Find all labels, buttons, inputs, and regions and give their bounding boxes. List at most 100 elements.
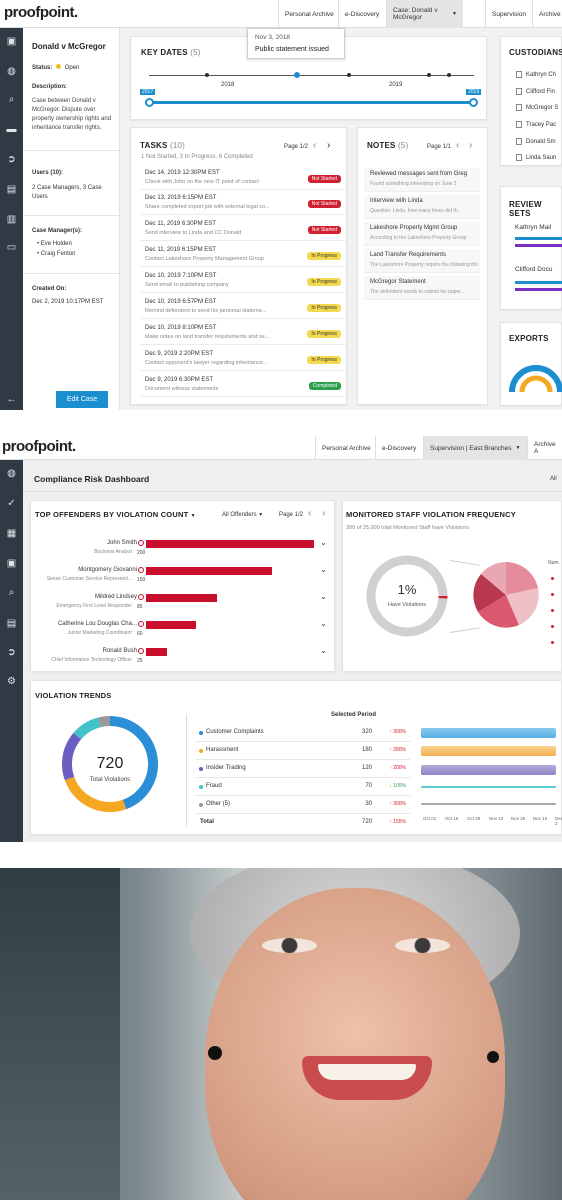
trend-row[interactable]: Fraud 70 ↓ 100% [196, 778, 410, 796]
note-item[interactable]: Lakeshore Property Mgmt Group According t… [364, 222, 480, 246]
globe-icon[interactable]: ◍ [7, 468, 16, 479]
collapse-arrow-icon[interactable]: ← [6, 394, 17, 405]
custodian-item[interactable]: Tracey Pac [516, 121, 556, 128]
clipboard-icon[interactable]: ▤ [6, 618, 17, 629]
timeline-dot[interactable] [447, 73, 451, 77]
range-handle-end[interactable] [469, 98, 478, 107]
offender-name[interactable]: Montgomery Giovanni [78, 567, 137, 573]
note-desc: The defendent needs to submit his paper.… [370, 289, 465, 295]
range-slider-track[interactable] [149, 101, 475, 104]
note-item[interactable]: Reviewed messages sent from Greg Found so… [364, 168, 480, 192]
timeline-dot[interactable] [205, 73, 209, 77]
offender-bar[interactable] [146, 540, 314, 548]
offender-bar[interactable] [146, 621, 196, 629]
note-item[interactable]: Land Transfer Requirements The Lakeshore … [364, 249, 480, 273]
chevron-right-icon[interactable]: › [469, 140, 473, 151]
calendar-icon[interactable]: ▦ [6, 528, 17, 539]
trend-row[interactable]: Insider Trading 120 ↑ 200% [196, 760, 410, 778]
trend-row[interactable]: Customer Complaints 320 ↑ 300% [196, 724, 410, 742]
chevron-down-icon[interactable]: ⌄ [320, 619, 327, 628]
task-row[interactable]: Dec 11, 2019 6:30PM EST Send interview to… [140, 218, 347, 241]
task-row[interactable]: Dec 9, 2019 6:30PM EST Document witness s… [140, 374, 347, 397]
review-set-name[interactable]: Clifford Docu [515, 266, 553, 273]
range-handle-start[interactable] [145, 98, 154, 107]
all-filter[interactable]: All [550, 476, 557, 482]
search-icon[interactable]: ⌕ [8, 587, 15, 598]
export-icon[interactable]: ➲ [7, 154, 16, 165]
timeline-dot[interactable] [347, 73, 351, 77]
check-icon[interactable]: ✓ [7, 498, 16, 509]
offender-name[interactable]: Mildred Lindsey [94, 594, 137, 600]
chevron-left-icon[interactable]: ‹ [456, 140, 460, 151]
tab-supervision[interactable]: Supervision | East Branches ▼ [423, 436, 527, 460]
note-title: Land Transfer Requirements [370, 252, 447, 258]
manager-item: • Eve Holden [37, 241, 72, 247]
task-date: Dec 10, 2019 7:10PM EST [145, 273, 217, 279]
description-label: Description: [32, 84, 68, 90]
manager-name: Craig Fenton [40, 251, 76, 257]
trend-label: Customer Complaints [206, 729, 264, 735]
task-row[interactable]: Dec 11, 2019 6:15PM EST Contact Lakeshore… [140, 244, 347, 267]
tab-archive[interactable]: Archive [532, 0, 562, 28]
chevron-down-icon[interactable]: ⌄ [320, 565, 327, 574]
chevron-right-icon[interactable]: › [327, 140, 331, 151]
task-row[interactable]: Dec 10, 2019 6:57PM EST Remind defendent … [140, 296, 347, 319]
tab-case[interactable]: Case: Donald v McGregor ▼ [386, 0, 463, 28]
offender-bar[interactable] [146, 567, 272, 575]
offender-bar[interactable] [146, 648, 167, 656]
custodian-item[interactable]: McGregor S [516, 104, 558, 111]
tab-ediscovery[interactable]: e-Discovery [375, 436, 422, 460]
gear-icon[interactable]: ⚙ [7, 676, 16, 687]
custodian-item[interactable]: Donald Sm [516, 138, 556, 145]
chevron-down-icon[interactable]: ▼ [190, 513, 196, 519]
export-icon[interactable]: ➲ [7, 647, 16, 658]
offender-name[interactable]: Catherine Lou Douglas Cha... [57, 621, 137, 627]
custodian-item[interactable]: Kathryn Ch [516, 71, 556, 78]
selected-period[interactable]: Selected Period [331, 712, 377, 718]
folder-icon[interactable]: ▬ [6, 124, 17, 135]
task-row[interactable]: Dec 10, 2019 7:10PM EST Send email to pub… [140, 270, 347, 293]
screen-icon[interactable]: ▭ [6, 242, 17, 253]
custodian-item[interactable]: Linda Saun [516, 154, 556, 161]
chevron-right-icon[interactable]: › [322, 508, 326, 519]
briefcase-icon[interactable]: ▣ [6, 36, 17, 47]
task-row[interactable]: Dec 10, 2019 8:10PM EST Make notes on lan… [140, 322, 347, 345]
tab-ediscovery[interactable]: e-Discovery [338, 0, 385, 28]
clipboard-icon[interactable]: ▥ [6, 214, 17, 225]
chevron-down-icon[interactable]: ⌄ [320, 592, 327, 601]
offender-name[interactable]: Ronald Bush [102, 648, 137, 654]
tab-case-label: Case: Donald v McGregor [393, 7, 438, 21]
trend-value: 320 [361, 729, 372, 735]
review-set-name[interactable]: Kathryn Mail [515, 224, 552, 231]
chevron-down-icon[interactable]: ⌄ [320, 538, 327, 547]
offender-name[interactable]: John Smith [106, 540, 137, 546]
chevron-down-icon[interactable]: ⌄ [320, 646, 327, 655]
review-set-progress [515, 244, 562, 247]
tab-personal-archive[interactable]: Personal Archive [278, 0, 340, 28]
globe-icon[interactable]: ◍ [7, 66, 16, 77]
document-icon[interactable]: ▤ [6, 184, 17, 195]
timeline-dot[interactable] [427, 73, 431, 77]
case-description: Case between Donald v McGregor. Dispute … [32, 98, 112, 131]
chevron-left-icon[interactable]: ‹ [308, 508, 312, 519]
tab-personal-archive[interactable]: Personal Archive [315, 436, 377, 460]
search-icon[interactable]: ⌕ [8, 94, 15, 105]
document-icon [516, 71, 522, 78]
task-desc: Check with John on the new IT point of c… [145, 179, 259, 185]
trend-row[interactable]: Other (5) 30 ↑ 300% [196, 796, 410, 814]
gift-icon[interactable]: ▣ [6, 558, 17, 569]
note-item[interactable]: Interview with Linda Question: Linda, how… [364, 195, 480, 219]
edit-case-button[interactable]: Edit Case [56, 391, 108, 408]
note-item[interactable]: McGregor Statement The defendent needs to… [364, 276, 480, 300]
tab-archive[interactable]: Archive A [527, 436, 562, 460]
task-row[interactable]: Dec 9, 2019 2:20PM EST Contact opponent's… [140, 348, 347, 371]
timeline-dot-selected[interactable] [294, 72, 300, 78]
chevron-left-icon[interactable]: ‹ [313, 140, 317, 151]
offenders-filter[interactable]: All Offenders ▼ [222, 512, 263, 518]
task-row[interactable]: Dec 14, 2019 12:30PM EST Check with John … [140, 167, 347, 190]
custodian-item[interactable]: Clifford Fin [516, 88, 555, 95]
task-row[interactable]: Dec 13, 2019 6:15PM EST Share completed e… [140, 192, 347, 215]
offender-bar[interactable] [146, 594, 217, 602]
tab-supervision[interactable]: Supervision [485, 0, 532, 28]
trend-row[interactable]: Harassment 180 ↑ 280% [196, 742, 410, 760]
